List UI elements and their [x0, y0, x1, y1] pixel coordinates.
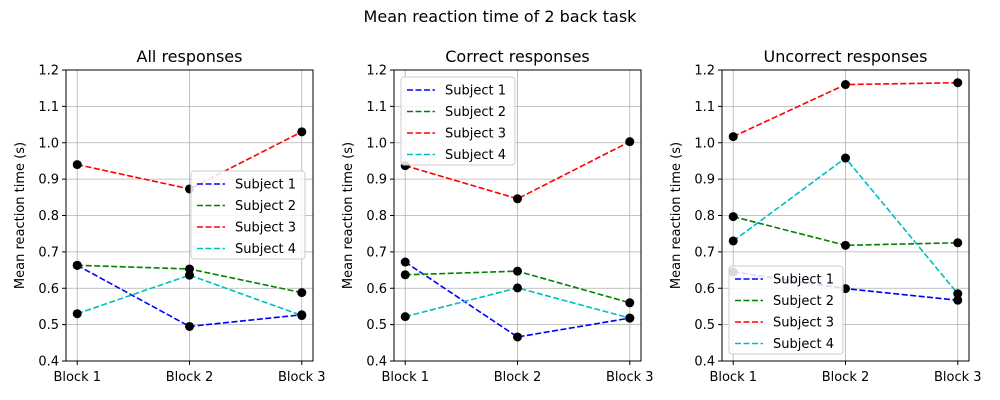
legend: Subject 1 Subject 2 Subject 3 Subject 4 [400, 76, 516, 166]
y-tick-label: 0.5 [694, 318, 715, 333]
data-point-subject-2 [513, 266, 522, 276]
legend-label-subject-2: Subject 2 [445, 105, 506, 120]
y-tick-label: 1.0 [694, 136, 715, 151]
y-tick-label: 0.4 [694, 355, 715, 370]
y-tick-label: 1.2 [694, 64, 715, 79]
x-tick-label: Block 1 [53, 370, 101, 385]
legend: Subject 1 Subject 2 Subject 3 Subject 4 [728, 265, 844, 355]
x-tick-label: Block 3 [606, 370, 654, 385]
data-point-subject-3 [297, 127, 307, 137]
chart-panel-1: 0.4 0.5 0.6 0.7 0.8 0.9 1.0 1.1 1.2 Block 1 Block … [13, 47, 326, 385]
data-point-subject-3 [513, 194, 522, 204]
data-point-subject-4 [400, 312, 410, 322]
data-point-subject-3 [728, 132, 738, 142]
data-point-subject-4 [953, 289, 963, 299]
chart-panel-3: 0.4 0.5 0.6 0.7 0.8 0.9 1.0 1.1 1.2 Block 1 Block … [669, 47, 982, 385]
series-line-subject-4 [76, 274, 303, 317]
y-tick-label: 1.2 [38, 64, 59, 79]
data-point-subject-2 [72, 260, 82, 270]
legend-label-subject-2: Subject 2 [235, 199, 296, 214]
chart-title: All responses [137, 47, 243, 66]
data-point-subject-2 [625, 298, 635, 308]
series-line-subject-1 [404, 261, 630, 338]
y-tick-label: 1.1 [694, 100, 715, 115]
data-point-subject-4 [841, 153, 850, 163]
y-tick-label: 1.2 [366, 64, 387, 79]
data-point-subject-1 [513, 332, 522, 342]
y-tick-label: 0.4 [366, 355, 387, 370]
data-point-subject-3 [953, 78, 963, 88]
data-point-subject-2 [185, 264, 194, 274]
y-tick-label: 1.0 [38, 136, 59, 151]
data-point-subject-1 [953, 295, 963, 305]
x-tick-label: Block 2 [494, 370, 542, 385]
y-tick-label: 0.8 [366, 209, 387, 224]
x-tick-label: Block 2 [166, 370, 214, 385]
legend-box [190, 170, 306, 260]
x-tick-label: Block 3 [934, 370, 982, 385]
data-point-subject-4 [625, 313, 635, 323]
data-point-subject-4 [513, 283, 522, 293]
data-point-subject-3 [625, 137, 635, 147]
y-tick-label: 0.4 [38, 355, 59, 370]
y-tick-label: 0.7 [38, 245, 59, 260]
figure-title: Mean reaction time of 2 back task [364, 7, 638, 26]
y-tick-label: 0.7 [694, 245, 715, 260]
legend-box [400, 76, 516, 166]
series-line-subject-3 [405, 140, 631, 200]
y-tick-label: 0.9 [38, 173, 59, 188]
y-tick-label: 1.1 [366, 100, 387, 115]
data-point-subject-4 [72, 309, 82, 319]
y-tick-label: 0.5 [38, 318, 59, 333]
legend-label-subject-4: Subject 4 [445, 148, 506, 163]
data-point-subject-1 [400, 257, 410, 267]
y-tick-label: 1.0 [366, 136, 387, 151]
legend-label-subject-4: Subject 4 [235, 242, 296, 257]
legend-label-subject-3: Subject 3 [445, 127, 506, 142]
legend-label-subject-3: Subject 3 [235, 221, 296, 236]
data-point-subject-2 [953, 238, 963, 248]
y-tick-label: 0.6 [366, 282, 387, 297]
data-point-subject-2 [841, 240, 850, 250]
legend-label-subject-4: Subject 4 [773, 337, 834, 352]
legend-label-subject-1: Subject 1 [445, 84, 506, 99]
y-tick-label: 0.9 [366, 173, 387, 188]
legend-label-subject-1: Subject 1 [235, 178, 296, 193]
y-tick-label: 0.7 [366, 245, 387, 260]
x-tick-label: Block 2 [822, 370, 870, 385]
x-tick-label: Block 1 [709, 370, 757, 385]
legend-box [728, 265, 844, 355]
y-tick-label: 0.8 [38, 209, 59, 224]
legend: Subject 1 Subject 2 Subject 3 Subject 4 [190, 170, 306, 260]
legend-label-subject-1: Subject 1 [773, 273, 834, 288]
x-tick-label: Block 3 [278, 370, 326, 385]
data-point-subject-3 [72, 160, 82, 170]
y-axis-label: Mean reaction time (s) [13, 142, 28, 289]
y-tick-label: 0.6 [694, 282, 715, 297]
chart-title: Uncorrect responses [764, 47, 928, 66]
data-point-subject-1 [185, 321, 194, 331]
chart-panel-2: 0.4 0.5 0.6 0.7 0.8 0.9 1.0 1.1 1.2 Block 1 Block … [341, 47, 654, 385]
chart-title: Correct responses [445, 47, 590, 66]
data-point-subject-4 [297, 311, 307, 321]
x-tick-label: Block 1 [381, 370, 429, 385]
data-point-subject-2 [400, 270, 410, 280]
y-tick-label: 1.1 [38, 100, 59, 115]
y-tick-label: 0.9 [694, 173, 715, 188]
charts-container: 0.4 0.5 0.6 0.7 0.8 0.9 1.0 1.1 1.2 Block 1 Block … [13, 47, 982, 385]
y-axis-label: Mean reaction time (s) [669, 142, 684, 289]
data-point-subject-3 [841, 80, 850, 90]
y-axis-label: Mean reaction time (s) [341, 142, 356, 289]
data-point-subject-2 [297, 288, 307, 298]
data-point-subject-2 [728, 212, 738, 222]
legend-label-subject-2: Subject 2 [773, 294, 834, 309]
y-tick-label: 0.6 [38, 282, 59, 297]
legend-label-subject-3: Subject 3 [773, 316, 834, 331]
data-point-subject-4 [185, 270, 194, 280]
data-point-subject-4 [728, 236, 738, 246]
y-tick-label: 0.5 [366, 318, 387, 333]
y-tick-label: 0.8 [694, 209, 715, 224]
